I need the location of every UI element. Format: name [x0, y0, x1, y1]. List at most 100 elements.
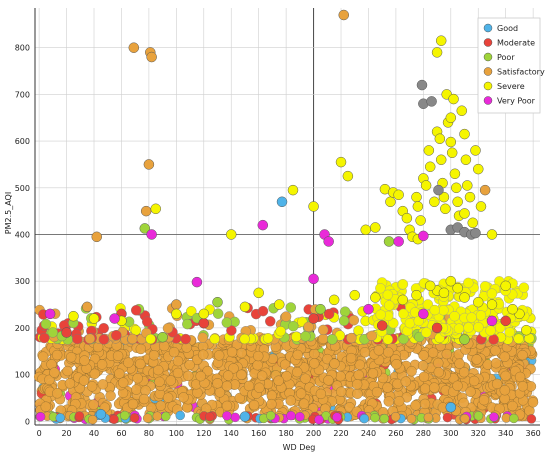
- poor-point: [315, 303, 326, 315]
- severe-point: [397, 294, 409, 306]
- severe-point: [472, 296, 484, 308]
- x-tick-label: 260: [388, 429, 403, 438]
- very-poor-point: [109, 313, 120, 324]
- low-point: [230, 412, 240, 423]
- severe-point: [435, 154, 447, 166]
- x-axis-title: WD Deg: [283, 443, 316, 452]
- band-point: [64, 378, 76, 389]
- severe-cluster-point: [494, 322, 506, 333]
- fringe-point: [111, 330, 122, 341]
- band-point: [228, 363, 239, 374]
- band-point: [158, 340, 170, 352]
- band-point: [131, 384, 142, 395]
- band-point: [454, 358, 465, 369]
- y-tick-label: 0: [25, 417, 30, 426]
- severe-point: [459, 208, 470, 219]
- unlabeled-point: [470, 227, 481, 239]
- band-point: [279, 359, 291, 370]
- fringe-point: [300, 331, 311, 342]
- legend-marker: [483, 52, 493, 62]
- data-points: [34, 9, 539, 425]
- band-point: [315, 388, 327, 400]
- severe-point: [445, 136, 457, 148]
- severe-point: [68, 310, 79, 322]
- band-point: [295, 388, 307, 399]
- band-point: [168, 346, 180, 358]
- band-point: [266, 398, 277, 410]
- low-point: [87, 414, 98, 425]
- band-point: [135, 358, 146, 370]
- band-point: [292, 349, 303, 361]
- band-point: [138, 393, 150, 405]
- severe-point: [451, 182, 462, 194]
- band-point: [406, 366, 417, 377]
- fringe-point: [39, 332, 50, 344]
- band-point: [52, 388, 63, 399]
- very-poor-point: [146, 229, 157, 240]
- band-point: [172, 355, 184, 367]
- band-point: [419, 398, 431, 410]
- band-point: [292, 366, 303, 378]
- band-point: [419, 383, 431, 394]
- band-point: [253, 350, 264, 362]
- severe-point: [274, 299, 285, 310]
- band-point: [433, 357, 444, 369]
- band-point: [335, 371, 346, 382]
- severe-cluster-point: [518, 282, 530, 293]
- severe-cluster-point: [398, 308, 409, 320]
- severe-cluster-point: [473, 322, 484, 333]
- severe-point: [393, 189, 404, 201]
- very-poor-point: [44, 308, 56, 320]
- band-point: [78, 375, 90, 386]
- legend-marker: [483, 96, 493, 105]
- band-point: [471, 354, 482, 365]
- severe-point: [412, 201, 424, 212]
- band-point: [44, 374, 55, 386]
- severe-point: [445, 112, 457, 123]
- y-tick-label: 700: [15, 90, 30, 99]
- severe-point: [486, 229, 498, 240]
- band-point: [285, 395, 296, 406]
- band-point: [114, 368, 125, 379]
- fringe-point: [303, 321, 314, 333]
- moderate-point: [198, 317, 210, 329]
- low-point: [129, 413, 140, 423]
- y-tick-label: 100: [15, 371, 30, 380]
- fringe-point: [84, 333, 96, 344]
- fringe-point: [488, 334, 499, 345]
- low-point: [473, 411, 484, 421]
- y-tick-label: 500: [15, 184, 30, 193]
- very-poor-point: [308, 273, 319, 285]
- low-point: [35, 412, 46, 422]
- severe-point: [460, 154, 472, 166]
- severe-point: [349, 289, 360, 301]
- x-tick-label: 20: [61, 429, 71, 438]
- severe-point: [462, 180, 473, 191]
- poor-point: [139, 223, 151, 234]
- poor-point: [383, 236, 395, 247]
- fringe-point: [221, 317, 232, 328]
- severe-point: [424, 280, 436, 292]
- severe-point: [500, 280, 511, 292]
- fringe-point: [209, 333, 220, 345]
- satisfactory-point: [143, 159, 155, 170]
- low-point: [55, 413, 65, 423]
- band-point: [62, 365, 73, 377]
- low-point: [286, 410, 296, 421]
- fringe-point: [142, 316, 153, 327]
- band-point: [118, 377, 129, 388]
- band-point: [162, 392, 174, 403]
- x-tick-label: 240: [361, 429, 376, 438]
- band-point: [140, 385, 151, 396]
- severe-point: [521, 324, 532, 336]
- severe-cluster-point: [479, 281, 491, 292]
- severe-point: [440, 203, 451, 215]
- good-point: [445, 402, 457, 413]
- band-point: [127, 398, 139, 410]
- severe-point: [438, 191, 450, 203]
- band-point: [452, 380, 463, 391]
- band-point: [391, 359, 402, 370]
- poor-point: [459, 334, 470, 345]
- satisfactory-point: [128, 42, 140, 53]
